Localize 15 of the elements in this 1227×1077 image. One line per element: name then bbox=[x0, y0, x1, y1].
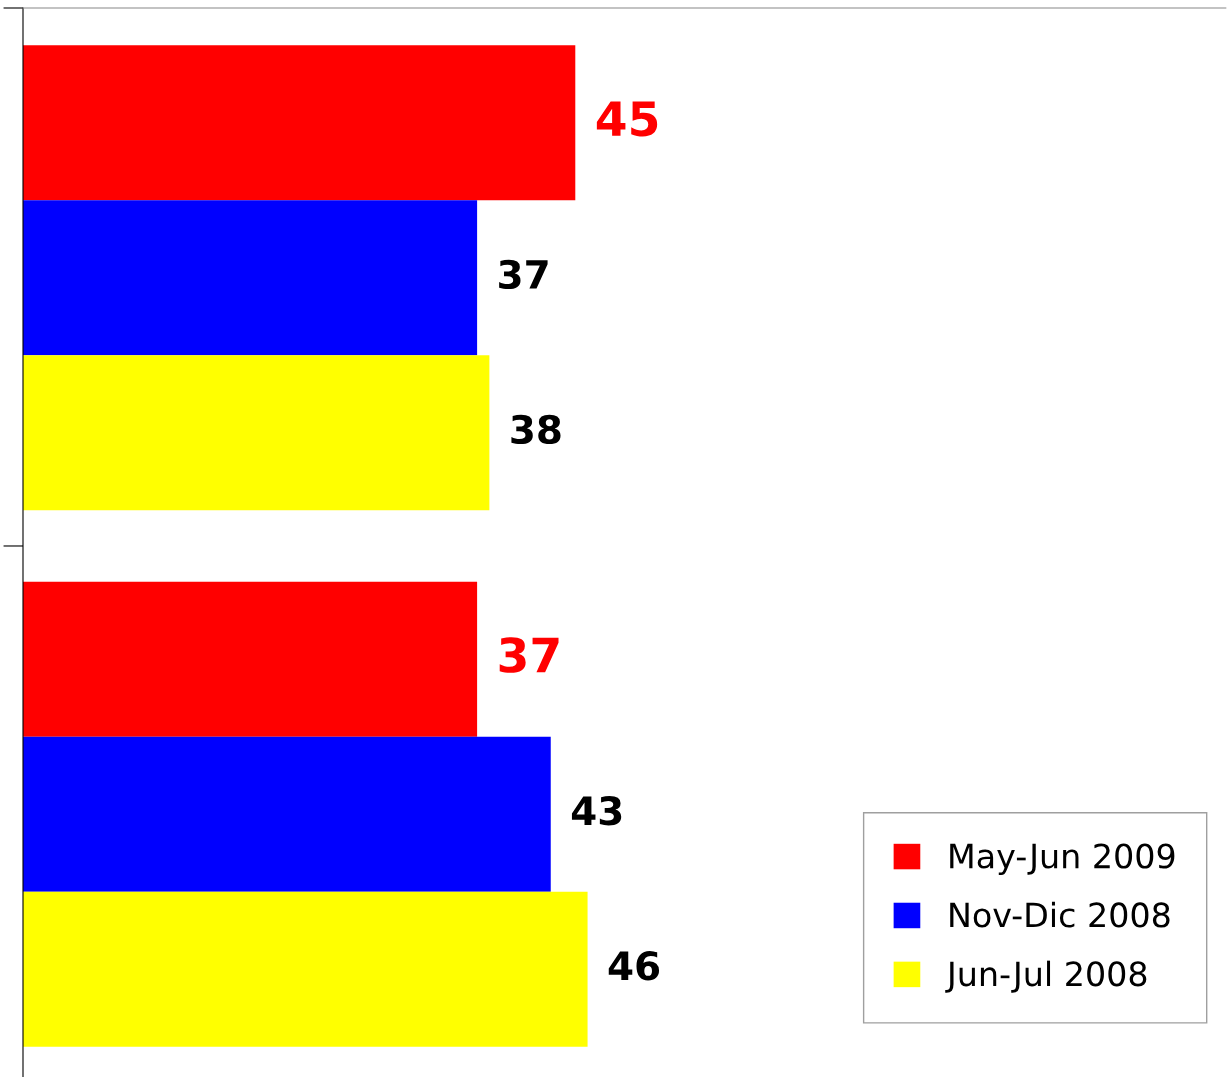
legend-label: Nov-Dic 2008 bbox=[950, 901, 1170, 928]
legend-label: May-Jun 2009 bbox=[950, 843, 1175, 876]
data-label: 43 bbox=[571, 796, 622, 826]
bar bbox=[23, 736, 551, 892]
data-label: 37 bbox=[499, 637, 559, 673]
bar bbox=[23, 200, 478, 356]
bar bbox=[23, 581, 478, 737]
bar bbox=[23, 45, 576, 201]
legend-label: Jun-Jul 2008 bbox=[945, 960, 1147, 993]
bar bbox=[23, 891, 588, 1047]
data-label: 46 bbox=[608, 951, 660, 981]
data-label: 38 bbox=[511, 414, 561, 445]
bar bbox=[23, 355, 490, 511]
data-label: 37 bbox=[499, 259, 548, 290]
data-label: 45 bbox=[596, 101, 658, 137]
